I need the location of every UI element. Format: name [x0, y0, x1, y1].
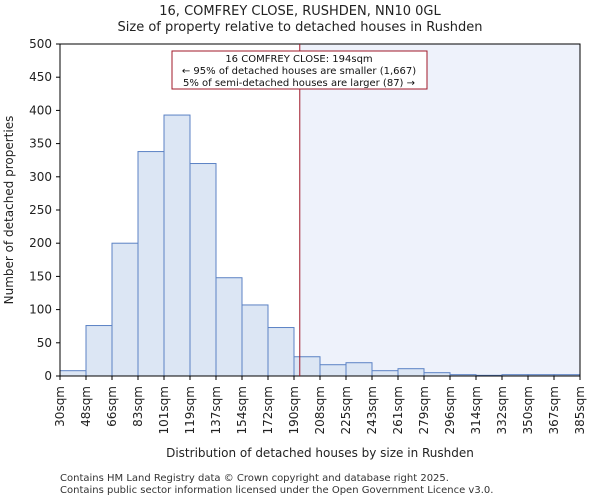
x-tick-label: 48sqm	[79, 386, 93, 427]
x-tick-label: 385sqm	[573, 386, 587, 434]
y-tick-label: 300	[29, 170, 52, 184]
x-tick-label: 225sqm	[339, 386, 353, 434]
x-tick-label: 367sqm	[547, 386, 561, 434]
y-tick-label: 100	[29, 303, 52, 317]
bar-243sqm	[371, 370, 399, 377]
x-tick-label: 83sqm	[131, 386, 145, 427]
y-tick-label: 150	[29, 269, 52, 283]
annotation-line3: 5% of semi-detached houses are larger (8…	[183, 78, 415, 89]
highlight-region	[299, 44, 580, 376]
y-tick-label: 50	[37, 336, 52, 350]
bar-48sqm	[85, 325, 113, 377]
bar-30sqm	[59, 370, 87, 377]
x-tick-label: 154sqm	[235, 386, 249, 434]
annotation-box	[171, 50, 428, 90]
x-tick-label: 296sqm	[443, 386, 457, 434]
x-axis-label: Distribution of detached houses by size …	[166, 446, 474, 460]
footer-line2: Contains public sector information licen…	[60, 485, 494, 496]
x-tick-label: 101sqm	[157, 386, 171, 434]
x-tick-label: 119sqm	[183, 386, 197, 434]
x-tick-label: 350sqm	[521, 386, 535, 434]
bar-172sqm	[267, 327, 295, 377]
annotation-line2: ← 95% of detached houses are smaller (1,…	[182, 66, 416, 77]
bar-83sqm	[137, 151, 165, 377]
y-tick-label: 200	[29, 236, 52, 250]
bar-190sqm	[293, 356, 321, 377]
x-tick-label: 279sqm	[417, 386, 431, 434]
annotation-line1: 16 COMFREY CLOSE: 194sqm	[225, 54, 372, 65]
bar-261sqm	[397, 368, 425, 377]
y-tick-label: 400	[29, 103, 52, 117]
x-tick-label: 261sqm	[391, 386, 405, 434]
y-tick-label: 0	[44, 369, 52, 383]
y-tick-label: 500	[29, 37, 52, 51]
bar-225sqm	[345, 362, 373, 377]
x-tick-label: 243sqm	[365, 386, 379, 434]
bar-208sqm	[319, 364, 347, 377]
y-tick-label: 350	[29, 137, 52, 151]
x-tick-label: 314sqm	[469, 386, 483, 434]
x-tick-label: 66sqm	[105, 386, 119, 427]
footer-line1: Contains HM Land Registry data © Crown c…	[60, 473, 449, 484]
chart-title-line2: Size of property relative to detached ho…	[117, 20, 483, 35]
bar-101sqm	[163, 114, 191, 377]
y-tick-label: 250	[29, 203, 52, 217]
x-tick-label: 172sqm	[261, 386, 275, 434]
x-tick-label: 30sqm	[53, 386, 67, 427]
chart-title-line1: 16, COMFREY CLOSE, RUSHDEN, NN10 0GL	[159, 4, 441, 19]
x-tick-label: 332sqm	[495, 386, 509, 434]
bar-66sqm	[111, 242, 139, 377]
y-axis-label: Number of detached properties	[2, 116, 16, 305]
x-tick-label: 208sqm	[313, 386, 327, 434]
bar-137sqm	[215, 277, 243, 377]
bar-154sqm	[241, 304, 269, 377]
bar-119sqm	[189, 163, 217, 377]
x-tick-label: 137sqm	[209, 386, 223, 434]
x-tick-label: 190sqm	[287, 386, 301, 434]
y-tick-label: 450	[29, 70, 52, 84]
